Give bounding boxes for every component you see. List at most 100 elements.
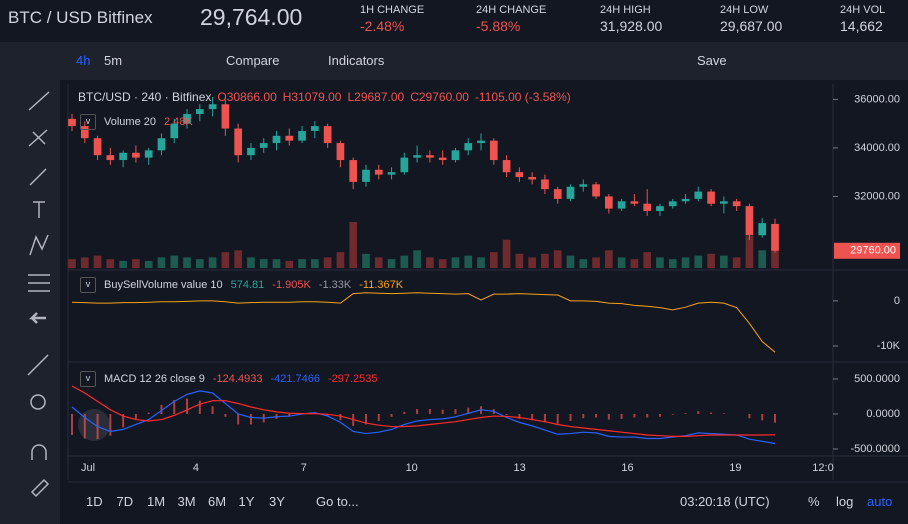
range-button[interactable]: 6M — [208, 494, 227, 509]
volume-bar — [528, 257, 536, 268]
histogram-bar — [684, 413, 687, 414]
histogram-bar — [454, 409, 457, 414]
y-tick-label: 36000.00 — [854, 93, 900, 105]
histogram-bar — [748, 413, 751, 419]
volume-bar — [285, 260, 294, 268]
volume-bar — [311, 259, 319, 268]
log-toggle[interactable]: log — [836, 494, 854, 509]
histogram-bar — [722, 413, 725, 414]
chart-title: BTC/USD · 240 · Bitfinex — [78, 90, 212, 104]
volume-bar — [323, 257, 332, 268]
candle-body — [528, 177, 536, 180]
volume-bar — [553, 250, 562, 268]
candle-body — [387, 172, 396, 175]
volume-bar — [758, 250, 767, 268]
volume-bar — [234, 250, 242, 268]
candle-body — [259, 143, 268, 148]
ohlc-value: -1105.00 (-3.58%) — [474, 90, 571, 104]
indicator-title: MACD 12 26 close 9 — [104, 373, 205, 385]
x-tick-label: 16 — [621, 462, 633, 474]
y-tick-label: -500.0000 — [850, 443, 900, 455]
compare[interactable]: Compare — [226, 53, 280, 68]
candle-body — [80, 126, 89, 139]
histogram-bar — [582, 413, 585, 419]
histogram-bar — [109, 413, 112, 436]
histogram-bar — [697, 411, 700, 414]
legend-value: -11.367K — [359, 279, 404, 291]
candle-body — [617, 201, 626, 209]
range-button[interactable]: 1Y — [238, 494, 255, 509]
histogram-bar — [403, 411, 406, 414]
x-tick-label: 4 — [193, 462, 199, 474]
histogram-bar — [543, 413, 546, 423]
candle-body — [311, 126, 319, 131]
panel-borders — [67, 84, 908, 483]
volume-bar — [707, 253, 715, 268]
histogram-bar — [134, 413, 137, 419]
x-tick-label: 19 — [729, 462, 741, 474]
range-button[interactable]: 1D — [86, 494, 103, 509]
legend-value: -421.7466 — [270, 373, 320, 385]
volume-value: 2.48K — [163, 116, 193, 128]
x-tick-label: 13 — [513, 462, 525, 474]
volume-bar — [400, 255, 409, 268]
logo — [78, 409, 110, 441]
range-button[interactable]: 1M — [147, 494, 166, 509]
range-button[interactable]: 7D — [116, 494, 134, 509]
save[interactable]: Save — [697, 53, 727, 68]
legend-value: -1.905K — [272, 279, 311, 291]
stat-label: 24H CHANGE — [476, 4, 547, 16]
histogram-bar — [428, 409, 431, 414]
volume-bar — [221, 252, 230, 268]
y-tick-label: 500.0000 — [854, 373, 900, 385]
x-tick-label: Jul — [81, 462, 95, 474]
interval[interactable]: 5m — [104, 53, 123, 68]
candle-body — [643, 203, 652, 211]
histogram-bar — [186, 398, 189, 414]
candle-body — [68, 118, 76, 127]
stat: 24H HIGH 31,928.00 — [600, 2, 662, 36]
stat: 1H CHANGE -2.48% — [360, 2, 424, 36]
volume-bar — [489, 252, 498, 268]
range-button[interactable]: 3M — [177, 494, 196, 509]
histogram-bar — [620, 413, 623, 419]
histogram-bar — [237, 413, 240, 425]
volume-bar — [413, 250, 421, 268]
volume-bar — [144, 260, 153, 268]
indicators[interactable]: Indicators — [328, 53, 385, 68]
x-tick-label: 7 — [301, 462, 307, 474]
candle-body — [272, 135, 281, 144]
volume-bar — [170, 255, 179, 268]
toolbar: 4h 5m Compare Indicators Save — [0, 42, 908, 80]
ohlc-value: C29760.00 — [410, 90, 469, 104]
volume-bar — [694, 255, 703, 268]
histogram-bar — [569, 413, 572, 421]
candle-body — [400, 157, 409, 173]
auto-toggle[interactable]: auto — [867, 494, 893, 509]
goto[interactable]: Go to... — [316, 494, 359, 509]
range-button[interactable]: 3Y — [269, 494, 285, 509]
interval[interactable]: 4h — [76, 53, 91, 68]
y-tick-label: 0 — [894, 295, 900, 307]
candle-body — [221, 104, 230, 129]
volume-bar — [541, 253, 549, 268]
candle-body — [170, 123, 179, 139]
histogram-bar — [607, 413, 610, 420]
candle-body — [157, 138, 166, 151]
histogram-bar — [83, 413, 86, 439]
volume-bar — [464, 255, 473, 268]
volume-bar — [119, 260, 127, 268]
histogram-bar — [671, 413, 674, 415]
volume-bar — [502, 239, 511, 268]
histogram-bar — [416, 409, 419, 414]
candle-body — [681, 198, 690, 202]
histogram-bar — [364, 413, 367, 425]
candle-body — [374, 169, 383, 175]
stat-value: 31,928.00 — [600, 18, 663, 34]
ohlc-value: H31079.00 — [282, 90, 342, 104]
histogram-bar — [595, 413, 598, 418]
percent-toggle[interactable]: % — [808, 494, 820, 509]
volume-bar — [605, 250, 613, 268]
volume-bar — [477, 257, 485, 268]
